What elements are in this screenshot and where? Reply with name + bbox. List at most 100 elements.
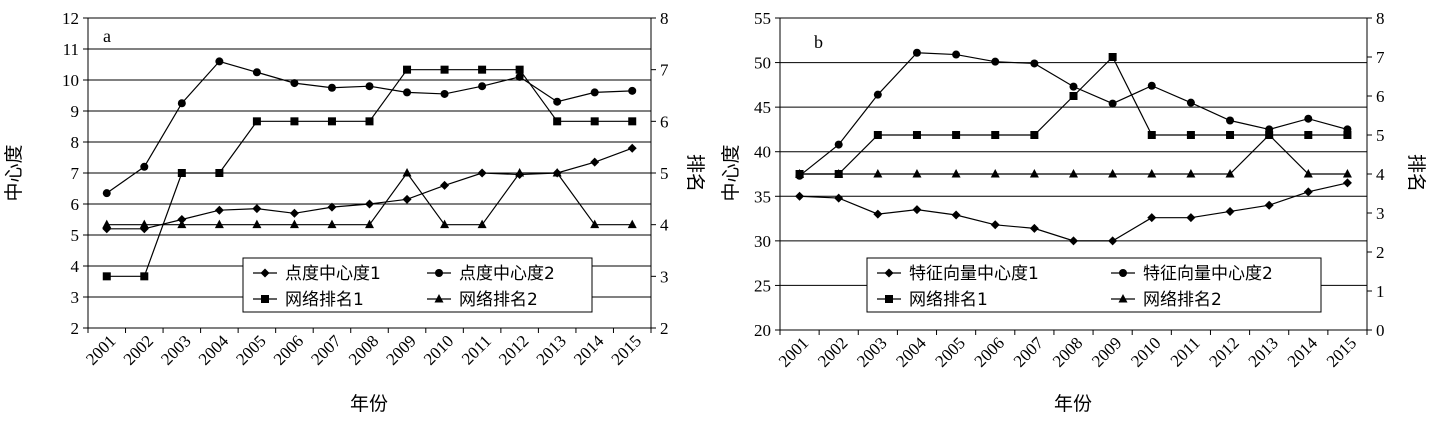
y-tick-label-left: 2 xyxy=(71,319,80,338)
data-point xyxy=(1264,130,1274,139)
x-tick-label: 2010 xyxy=(420,331,457,368)
data-point xyxy=(1147,131,1156,139)
y-tick-label-left: 5 xyxy=(71,226,80,245)
data-point xyxy=(1264,200,1274,210)
y-axis-title-left: 中心度 xyxy=(720,144,742,201)
x-tick-label: 2014 xyxy=(570,331,608,369)
data-point xyxy=(1108,53,1117,61)
y-tick-label-right: 8 xyxy=(660,9,669,28)
data-point xyxy=(252,68,261,77)
data-point xyxy=(1108,99,1117,108)
data-point xyxy=(440,219,450,229)
data-point xyxy=(403,65,412,74)
legend-label: 网络排名2 xyxy=(1143,290,1222,310)
data-point xyxy=(1303,187,1313,197)
x-tick-label: 2007 xyxy=(307,331,345,369)
series-line xyxy=(799,182,1348,242)
data-point xyxy=(290,117,299,126)
y-tick-label-left: 20 xyxy=(754,321,771,340)
y-tick-label-left: 30 xyxy=(754,232,771,251)
panel-label: a xyxy=(103,26,111,46)
x-tick-label: 2002 xyxy=(814,333,851,370)
data-point xyxy=(252,204,262,214)
legend-label: 点度中心度2 xyxy=(459,264,555,284)
data-point xyxy=(215,169,224,177)
data-point xyxy=(440,89,449,98)
y-tick-label-right: 2 xyxy=(1376,243,1385,262)
data-point xyxy=(140,272,149,281)
x-tick-label: 2011 xyxy=(458,331,495,368)
data-point xyxy=(290,79,299,88)
x-tick-label: 2012 xyxy=(495,331,532,368)
data-point xyxy=(1069,169,1078,178)
series-line xyxy=(799,134,1348,175)
series-1 xyxy=(795,48,1352,180)
data-point xyxy=(102,272,111,281)
data-point xyxy=(139,219,149,229)
data-point xyxy=(873,209,883,219)
x-tick-label: 2008 xyxy=(1049,333,1086,370)
data-point xyxy=(1108,169,1118,178)
x-tick-label: 2006 xyxy=(971,333,1008,370)
y-tick-label-left: 10 xyxy=(62,71,79,90)
y-tick-label-left: 50 xyxy=(754,54,771,73)
data-point xyxy=(515,168,525,177)
legend-item: 点度中心度2 xyxy=(427,264,555,284)
series-line xyxy=(799,52,1348,177)
y-tick-label-right: 1 xyxy=(1376,282,1385,301)
legend-marker xyxy=(1119,269,1127,277)
legend-item: 点度中心度1 xyxy=(253,264,381,284)
series-line xyxy=(106,147,633,230)
y-tick-label-left: 4 xyxy=(71,257,80,276)
x-tick-label: 2013 xyxy=(1245,333,1282,370)
x-tick-label: 2005 xyxy=(232,331,269,368)
data-point xyxy=(215,57,224,66)
y-axis-title-left: 中心度 xyxy=(3,144,25,201)
data-point xyxy=(102,189,111,198)
data-point xyxy=(628,117,637,126)
data-point xyxy=(553,117,562,126)
y-axis-title-right: 排名 xyxy=(1405,154,1427,192)
y-tick-label-right: 7 xyxy=(660,61,669,80)
legend-label: 点度中心度1 xyxy=(285,264,381,284)
data-point xyxy=(1303,169,1313,178)
legend-label: 特征向量中心度2 xyxy=(1143,264,1273,284)
y-tick-label-right: 5 xyxy=(1376,126,1385,145)
data-point xyxy=(1225,169,1235,178)
x-tick-label: 2015 xyxy=(608,331,645,368)
data-point xyxy=(1225,206,1235,216)
series-1 xyxy=(102,57,637,198)
legend-label: 网络排名1 xyxy=(909,290,988,310)
y-tick-label-left: 3 xyxy=(71,288,80,307)
data-point xyxy=(1304,131,1313,139)
data-point xyxy=(834,169,844,178)
data-point xyxy=(515,65,524,74)
y-tick-label-left: 6 xyxy=(71,195,80,214)
series-0 xyxy=(795,178,1352,246)
data-point xyxy=(1186,169,1196,178)
data-point xyxy=(834,140,843,149)
data-point xyxy=(177,219,187,229)
legend: 点度中心度1 点度中心度2 网络排名1 网络排名2 xyxy=(242,257,593,313)
legend-marker xyxy=(261,295,269,303)
data-point xyxy=(478,82,487,91)
legend-box xyxy=(242,257,593,313)
data-point xyxy=(873,169,883,178)
data-point xyxy=(990,169,1000,178)
y-tick-label-right: 6 xyxy=(660,112,669,131)
series-2 xyxy=(102,65,637,281)
data-point xyxy=(873,131,882,139)
y-tick-label-left: 25 xyxy=(754,276,771,295)
x-axis-title: 年份 xyxy=(350,393,388,415)
data-point xyxy=(627,143,637,153)
data-point xyxy=(252,219,262,229)
data-point xyxy=(912,205,922,215)
series-line xyxy=(799,55,1348,175)
data-point xyxy=(1029,223,1039,233)
data-point xyxy=(477,168,487,178)
data-point xyxy=(365,219,374,229)
x-axis-title: 年份 xyxy=(1054,393,1092,415)
data-point xyxy=(1147,169,1157,178)
